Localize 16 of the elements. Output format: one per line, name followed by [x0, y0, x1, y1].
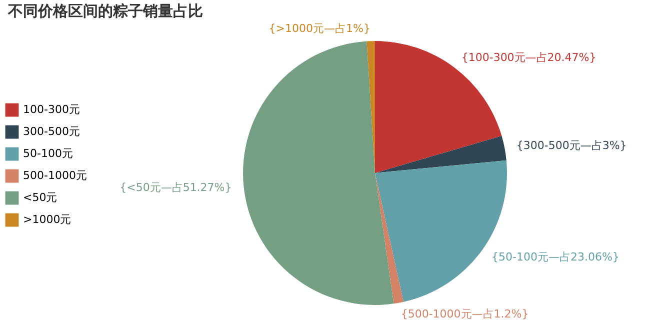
pie-slice — [375, 173, 404, 304]
chart-title: 不同价格区间的粽子销量占比 — [7, 2, 203, 20]
data-label: {>1000元—占1%} — [268, 22, 370, 36]
data-label: {<50元—占51.27%} — [120, 180, 232, 194]
pie-slice — [243, 41, 394, 305]
data-label: {50-100元—占23.06%} — [492, 250, 620, 264]
legend-label: 50-100元 — [23, 147, 73, 160]
legend-label: <50元 — [23, 191, 58, 204]
legend-label: 300-500元 — [23, 125, 80, 138]
legend-label: >1000元 — [23, 213, 72, 226]
pie-slice — [375, 136, 506, 173]
data-label: {100-300元—占20.47%} — [461, 50, 596, 64]
legend-label: 100-300元 — [23, 103, 80, 116]
legend-label: 500-1000元 — [23, 169, 87, 182]
data-label: {300-500元—占3%} — [516, 138, 627, 152]
data-label: {500-1000元—占1.2%} — [400, 308, 529, 321]
